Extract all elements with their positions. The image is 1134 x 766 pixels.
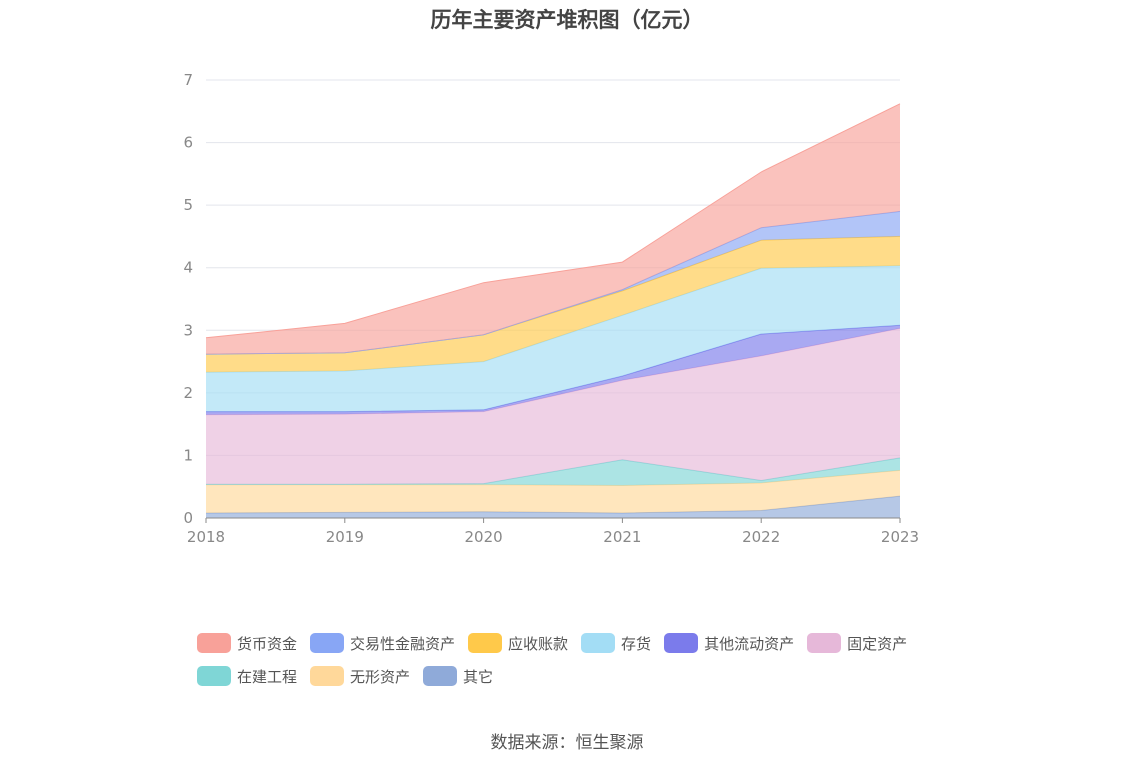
x-tick-label: 2020	[465, 528, 503, 546]
area-其他流动资产	[206, 325, 900, 415]
y-tick-label: 3	[183, 321, 193, 339]
legend-swatch	[664, 633, 699, 653]
y-tick-label: 4	[183, 259, 193, 277]
area-固定资产	[206, 328, 900, 485]
legend-item[interactable]: 其他流动资产	[664, 633, 794, 654]
legend-swatch	[423, 666, 458, 686]
legend-swatch	[197, 633, 231, 653]
legend-item[interactable]: 交易性金融资产	[310, 633, 455, 654]
y-tick-label: 5	[183, 196, 193, 214]
stacked-area-chart: 0 1 2 3 4 5 6 7 2018 2019 2020 2021 2022 2023	[183, 71, 919, 546]
legend-label: 无形资产	[350, 667, 411, 686]
legend-row: 在建工程 无形资产 其它	[197, 665, 957, 687]
chart-title: 历年主要资产堆积图（亿元）	[430, 8, 704, 32]
area-应收账款	[206, 236, 900, 373]
legend-swatch	[468, 633, 503, 653]
legend-label: 固定资产	[847, 634, 908, 653]
legend-swatch	[310, 633, 345, 653]
area-交易性金融资产	[206, 211, 900, 355]
area-edge-存货	[205, 265, 901, 373]
legend-label: 应收账款	[508, 634, 569, 653]
legend-item[interactable]: 应收账款	[468, 633, 568, 654]
area-无形资产	[206, 470, 900, 513]
x-tick-label: 2023	[881, 528, 919, 546]
source-note: 数据来源：恒生聚源	[490, 733, 644, 753]
x-tick-label: 2019	[326, 528, 364, 546]
legend-label: 交易性金融资产	[350, 634, 456, 653]
legend-swatch	[807, 633, 842, 653]
axes: 0 1 2 3 4 5 6 7 2018 2019 2020 2021 2022 2023	[183, 71, 919, 546]
legend-label: 存货	[621, 634, 652, 653]
area-edge-固定资产	[205, 327, 901, 416]
legend-item[interactable]: 货币资金	[197, 633, 297, 654]
y-tick-label: 0	[183, 509, 193, 527]
legend-swatch	[581, 633, 616, 653]
legend-label: 在建工程	[237, 667, 298, 686]
legend-row: 货币资金 交易性金融资产 应收账款 存货 其他流动资产 固定资产	[197, 632, 957, 654]
y-tick-label: 7	[183, 71, 193, 89]
legend-label: 其它	[463, 667, 494, 686]
legend-item[interactable]: 存货	[581, 633, 651, 654]
legend-swatch	[197, 666, 231, 686]
y-tick-label: 6	[183, 134, 193, 152]
legend-label: 其他流动资产	[704, 634, 795, 653]
y-tick-label: 2	[183, 384, 193, 402]
legend-swatch	[310, 666, 345, 686]
x-tick-label: 2018	[187, 528, 225, 546]
x-tick-label: 2022	[742, 528, 780, 546]
legend-item[interactable]: 其它	[423, 666, 493, 687]
area-series	[205, 103, 901, 518]
legend: 货币资金 交易性金融资产 应收账款 存货 其他流动资产 固定资产 在建工程 无形资产 其它	[197, 632, 957, 698]
area-货币资金	[206, 103, 900, 355]
legend-item[interactable]: 在建工程	[197, 666, 297, 687]
area-edge-货币资金	[205, 103, 901, 339]
x-tick-label: 2021	[603, 528, 641, 546]
legend-item[interactable]: 无形资产	[310, 666, 410, 687]
legend-item[interactable]: 固定资产	[807, 633, 907, 654]
legend-label: 货币资金	[237, 634, 298, 653]
y-tick-label: 1	[183, 446, 193, 464]
